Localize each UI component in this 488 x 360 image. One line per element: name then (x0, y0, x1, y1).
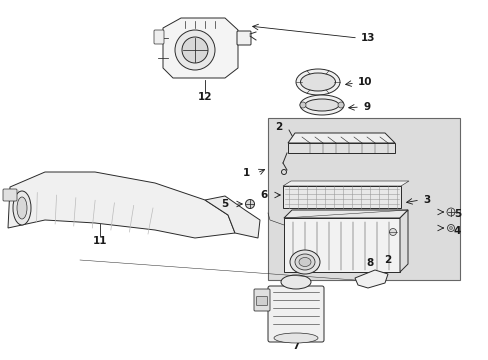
Text: 10: 10 (357, 77, 372, 87)
Ellipse shape (300, 73, 335, 91)
FancyBboxPatch shape (256, 297, 267, 306)
Ellipse shape (289, 250, 319, 274)
Bar (267, 118, 459, 280)
Text: 3: 3 (422, 195, 429, 205)
Polygon shape (163, 18, 238, 78)
Polygon shape (354, 270, 387, 288)
Circle shape (182, 37, 207, 63)
Text: 1: 1 (242, 168, 249, 178)
FancyBboxPatch shape (267, 286, 324, 342)
Polygon shape (287, 143, 394, 153)
Text: 4: 4 (453, 226, 461, 236)
Text: 7: 7 (292, 341, 299, 351)
FancyBboxPatch shape (253, 289, 269, 311)
Circle shape (245, 199, 254, 208)
Text: 11: 11 (93, 236, 107, 246)
Circle shape (447, 225, 453, 231)
Ellipse shape (13, 191, 31, 225)
Polygon shape (8, 172, 235, 238)
Polygon shape (283, 181, 408, 186)
Ellipse shape (281, 275, 310, 289)
Text: 8: 8 (366, 258, 373, 268)
Text: 2: 2 (274, 122, 282, 132)
FancyBboxPatch shape (154, 30, 163, 44)
FancyBboxPatch shape (3, 189, 17, 201)
Circle shape (337, 102, 343, 108)
Polygon shape (204, 196, 260, 238)
Polygon shape (284, 210, 407, 218)
Ellipse shape (298, 257, 310, 266)
Ellipse shape (17, 197, 27, 219)
Ellipse shape (299, 95, 343, 115)
Text: 6: 6 (260, 190, 267, 200)
Polygon shape (399, 210, 407, 272)
Text: 5: 5 (453, 209, 460, 219)
Bar (283, 186, 400, 208)
Text: 13: 13 (360, 33, 375, 43)
Circle shape (299, 102, 305, 108)
Text: 2: 2 (383, 255, 390, 265)
Ellipse shape (305, 99, 338, 111)
Text: 5: 5 (220, 199, 227, 209)
Text: 9: 9 (362, 102, 369, 112)
Circle shape (448, 226, 451, 230)
FancyBboxPatch shape (237, 31, 250, 45)
Ellipse shape (294, 254, 314, 270)
Ellipse shape (273, 333, 317, 343)
Polygon shape (287, 133, 394, 143)
Circle shape (389, 229, 396, 235)
Text: 12: 12 (197, 92, 212, 102)
Circle shape (446, 208, 454, 216)
Ellipse shape (295, 69, 339, 95)
Circle shape (175, 30, 215, 70)
Polygon shape (284, 218, 399, 272)
